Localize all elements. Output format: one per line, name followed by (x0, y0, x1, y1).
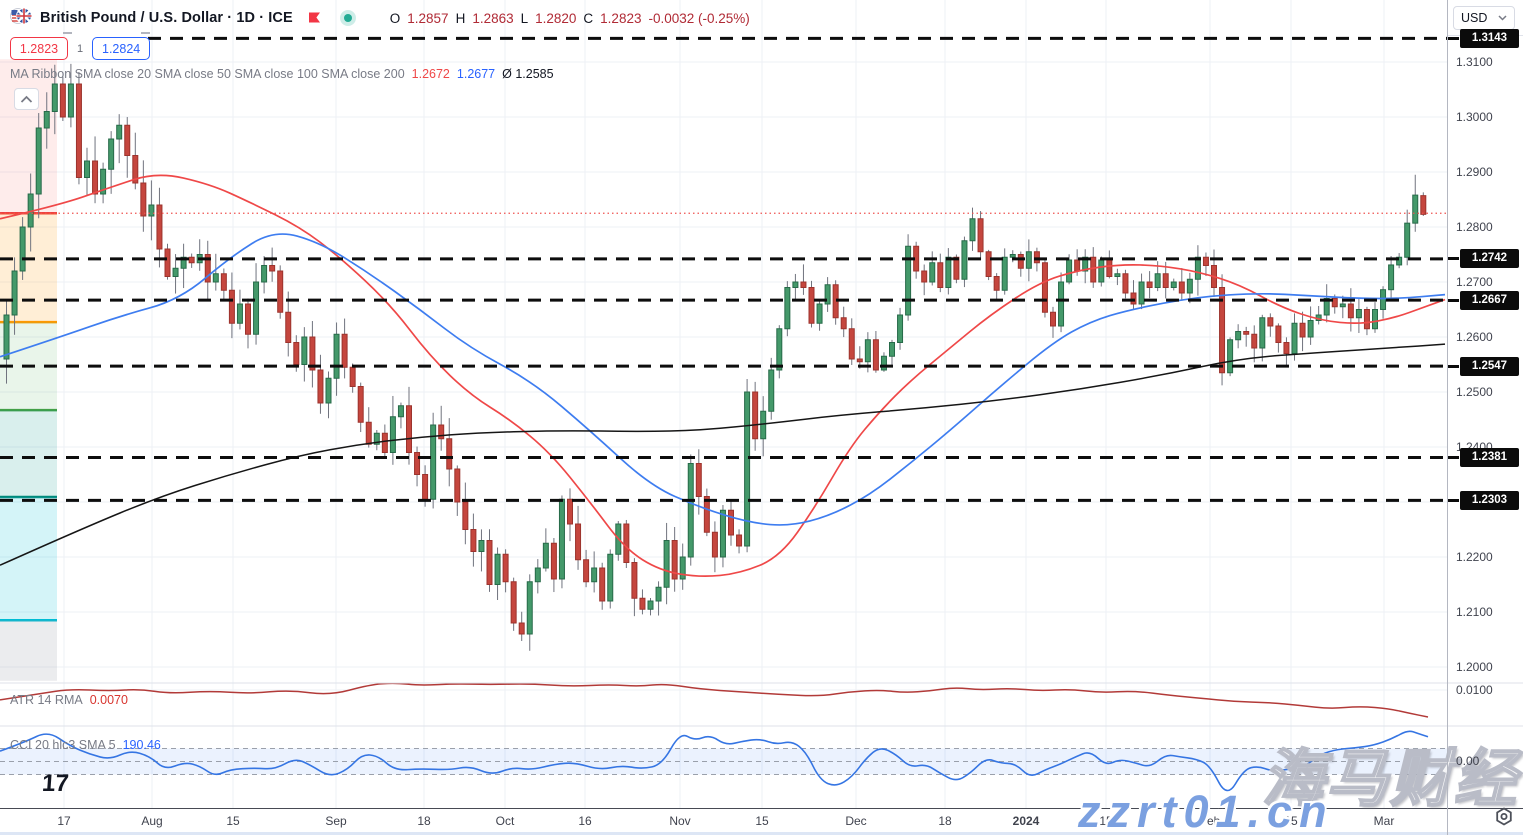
time-axis-label: 16 (578, 814, 592, 828)
high-value: 1.2863 (472, 10, 514, 26)
atr-axis-label: 0.0100 (1456, 682, 1493, 697)
support-resistance-zone (0, 497, 57, 621)
time-axis-label: 2024 (1012, 814, 1040, 828)
chevron-down-icon (1498, 15, 1507, 21)
sma20-value: 1.2672 (411, 67, 450, 81)
ma-average-value: Ø 1.2585 (502, 67, 554, 81)
symbol-pair-flags-icon (10, 6, 32, 31)
time-axis-label: 15 (1099, 814, 1113, 828)
ma-ribbon-label[interactable]: MA Ribbon SMA close 20 SMA close 50 SMA … (10, 67, 405, 81)
support-resistance-zone (0, 620, 57, 681)
price-axis-label: 1.2200 (1456, 549, 1493, 564)
time-axis-label: 15 (755, 814, 769, 828)
price-axis-label: 1.3100 (1456, 54, 1493, 69)
key-level-axis-tag: 1.2742 (1460, 249, 1519, 269)
ma-line (0, 343, 1446, 566)
close-letter: C (583, 10, 594, 26)
price-axis-label: 1.3000 (1456, 109, 1493, 124)
atr-label[interactable]: ATR 14 RMA (10, 693, 83, 707)
drag-handle[interactable] (141, 32, 150, 34)
currency-selector[interactable]: USD (1453, 6, 1515, 30)
price-axis-label: 1.2600 (1456, 329, 1493, 344)
ma-ribbon-legend: MA Ribbon SMA close 20 SMA close 50 SMA … (10, 67, 554, 81)
time-axis-label: Mar (1373, 814, 1395, 828)
cci-axis-label: 0.00 (1456, 754, 1480, 768)
tradingview-logo[interactable]: 17 (41, 770, 70, 797)
price-axis-label: 1.2500 (1456, 384, 1493, 399)
price-tag-row: 1.2823 1 1.2824 (10, 37, 151, 60)
time-axis-label: 18 (417, 814, 431, 828)
chevron-up-icon (20, 95, 33, 104)
low-letter: L (520, 10, 529, 26)
axis-border-line (1447, 0, 1448, 835)
time-axis-label: 17 (57, 814, 71, 828)
gear-icon[interactable] (1492, 806, 1516, 830)
price-axis-label: 1.2800 (1456, 219, 1493, 234)
time-axis-label: 18 (938, 814, 952, 828)
drag-handle[interactable] (63, 32, 72, 34)
atr-legend: ATR 14 RMA 0.0070 (10, 693, 128, 707)
ma-line (0, 233, 1446, 526)
key-level-axis-tag: 1.2381 (1460, 447, 1519, 467)
market-open-status-icon[interactable] (339, 10, 356, 26)
atr-value: 0.0070 (89, 693, 128, 707)
price-axis-label: 1.2700 (1456, 274, 1493, 289)
support-resistance-zone (0, 59, 57, 214)
symbol-legend-row: British Pound / U.S. Dollar · 1D · ICE O… (10, 7, 750, 29)
time-axis-label: Feb (1199, 814, 1221, 828)
time-axis-label: Nov (669, 814, 691, 828)
time-axis-label: 15 (1284, 814, 1298, 828)
flag-bookmark-icon[interactable] (307, 11, 322, 26)
sell-price-tag[interactable]: 1.2823 (10, 37, 68, 60)
open-value: 1.2857 (407, 10, 449, 26)
symbol-title[interactable]: British Pound / U.S. Dollar · 1D · ICE (40, 10, 293, 26)
chinese-watermark: 海马财经 (1261, 744, 1519, 815)
cci-legend: CCI 20 hlc3 SMA 5 190.46 (10, 738, 161, 752)
key-level-axis-tag: 1.3143 (1460, 28, 1519, 48)
key-level-axis-dash (1447, 257, 1459, 261)
support-resistance-zone (0, 213, 57, 323)
open-letter: O (389, 10, 401, 26)
time-axis-label: 15 (226, 814, 240, 828)
cci-value: 190.46 (122, 738, 161, 752)
price-axis-label: 1.2000 (1456, 659, 1493, 674)
time-axis-label: Dec (845, 814, 867, 828)
key-level-axis-tag: 1.2547 (1460, 356, 1519, 376)
key-level-axis-dash (1447, 498, 1459, 502)
candlestick-series (3, 63, 1427, 651)
price-axis[interactable]: USD 1.3143 1.3100 1.3000 1.2900 1.2800 1.2742… (1447, 0, 1523, 835)
price-tag-count: 1 (77, 42, 84, 55)
time-axis-label: Aug (141, 814, 163, 828)
cci-line (0, 730, 1429, 792)
key-level-axis-tag: 1.2303 (1460, 490, 1519, 510)
cci-label[interactable]: CCI 20 hlc3 SMA 5 (10, 738, 116, 752)
key-level-axis-dash (1447, 36, 1459, 40)
currency-label: USD (1461, 11, 1488, 25)
key-level-axis-dash (1447, 455, 1459, 459)
site-watermark: zzrt01.cn (1078, 786, 1334, 835)
time-axis-label: Oct (495, 814, 515, 828)
sma50-value: 1.2677 (456, 67, 496, 81)
time-axis[interactable]: 17 Aug 15 Sep 18 Oct 16 Nov 15 Dec 18 2024 15 Feb 15 Ma… (0, 808, 1523, 835)
key-level-axis-tag: 1.2667 (1460, 290, 1519, 310)
bottom-strip (0, 832, 1523, 835)
support-resistance-zone (0, 410, 57, 498)
price-axis-label: 1.2900 (1456, 164, 1493, 179)
ohlc-values: O 1.2857 H 1.2863 L 1.2820 C 1.2823 -0.0032 … (390, 11, 750, 26)
ma-line (0, 174, 1446, 577)
change-value: -0.0032 (-0.25%) (648, 10, 750, 26)
buy-price-tag[interactable]: 1.2824 (92, 37, 151, 60)
close-value: 1.2823 (600, 10, 642, 26)
key-level-axis-dash (1447, 364, 1459, 368)
atr-line (0, 683, 1429, 718)
low-value: 1.2820 (535, 10, 577, 26)
key-level-axis-dash (1447, 298, 1459, 302)
collapse-legend-button[interactable] (14, 88, 39, 110)
time-axis-label: Sep (325, 814, 347, 828)
price-axis-label: 1.2100 (1456, 604, 1493, 619)
high-letter: H (455, 10, 466, 26)
